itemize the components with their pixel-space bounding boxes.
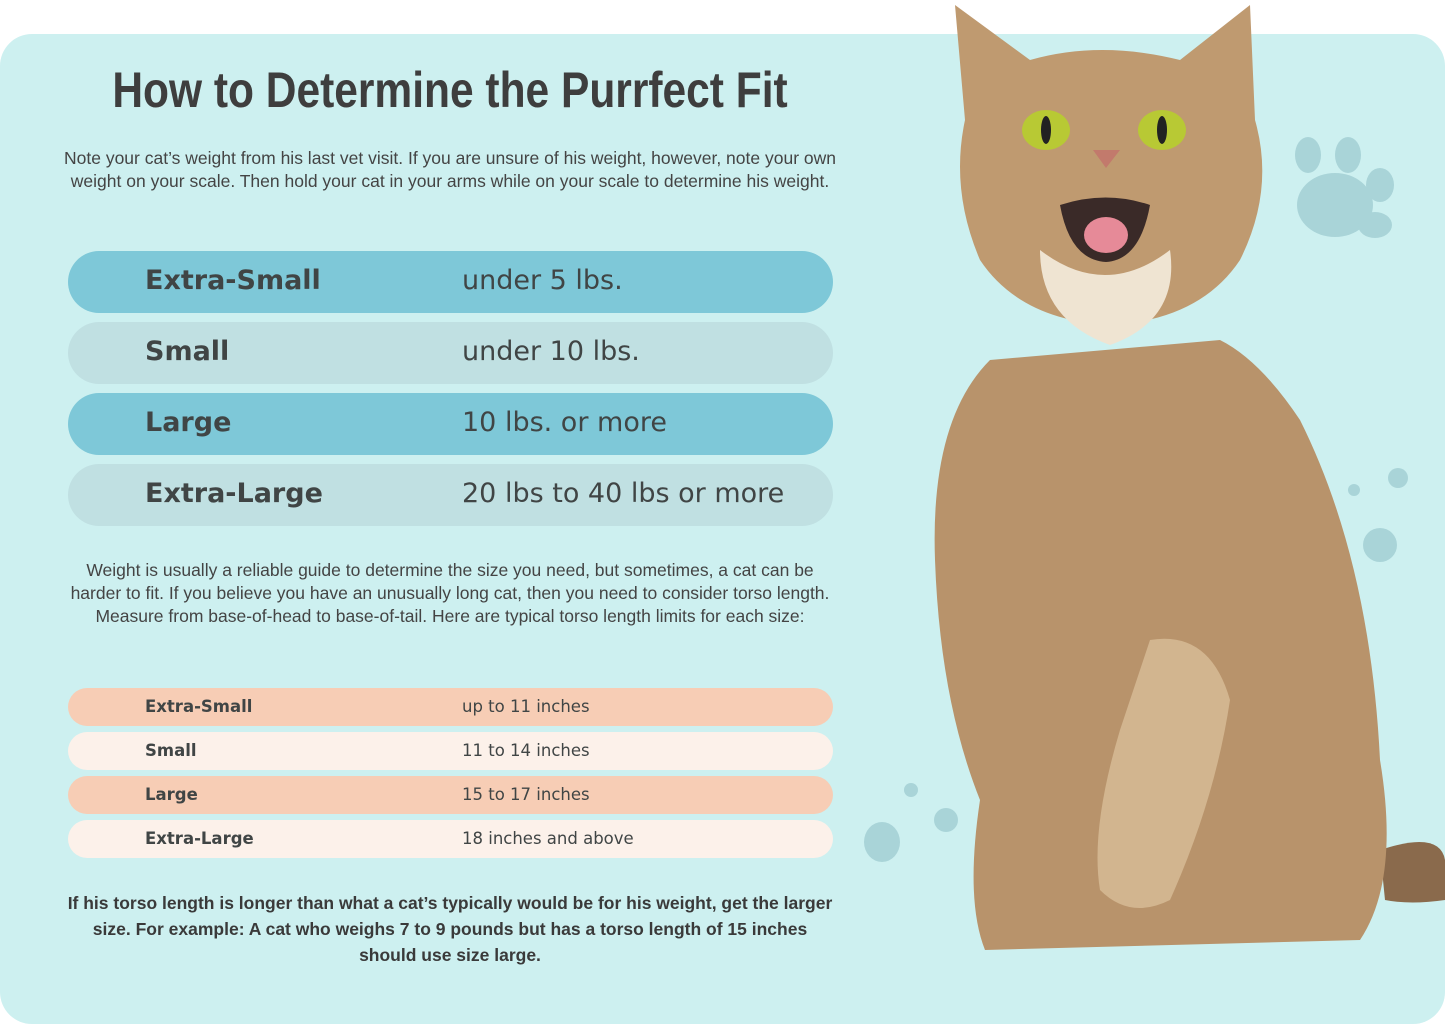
size-label: Large: [145, 785, 198, 804]
size-label: Extra-Large: [145, 478, 323, 509]
cat-photo: [864, 5, 1445, 950]
paw-print-icon: [864, 137, 1408, 862]
sizing-note: If his torso length is longer than what …: [67, 893, 833, 965]
torso-row: Large 15 to 17 inches: [68, 776, 833, 814]
weight-value: 10 lbs. or more: [462, 407, 667, 438]
torso-row: Extra-Small up to 11 inches: [68, 688, 833, 726]
length-value: 11 to 14 inches: [462, 741, 590, 760]
length-value: 18 inches and above: [462, 829, 634, 848]
torso-intro-text: Weight is usually a reliable guide to de…: [70, 560, 830, 626]
length-value: up to 11 inches: [462, 697, 590, 716]
page-title: How to Determine the Purrfect Fit: [112, 62, 788, 118]
weight-row: Small under 10 lbs.: [68, 322, 833, 384]
weight-row: Extra-Small under 5 lbs.: [68, 251, 833, 313]
length-value: 15 to 17 inches: [462, 785, 590, 804]
size-label: Small: [145, 336, 230, 367]
weight-row: Large 10 lbs. or more: [68, 393, 833, 455]
size-label: Small: [145, 741, 197, 760]
size-label: Large: [145, 407, 232, 438]
intro-text: Note your cat’s weight from his last vet…: [64, 148, 836, 191]
weight-value: under 5 lbs.: [462, 265, 623, 296]
size-label: Extra-Small: [145, 697, 253, 716]
size-label: Extra-Small: [145, 265, 321, 296]
weight-value: under 10 lbs.: [462, 336, 640, 367]
torso-row: Extra-Large 18 inches and above: [68, 820, 833, 858]
torso-row: Small 11 to 14 inches: [68, 732, 833, 770]
size-label: Extra-Large: [145, 829, 254, 848]
weight-value: 20 lbs to 40 lbs or more: [462, 478, 785, 509]
weight-row: Extra-Large 20 lbs to 40 lbs or more: [68, 464, 833, 526]
